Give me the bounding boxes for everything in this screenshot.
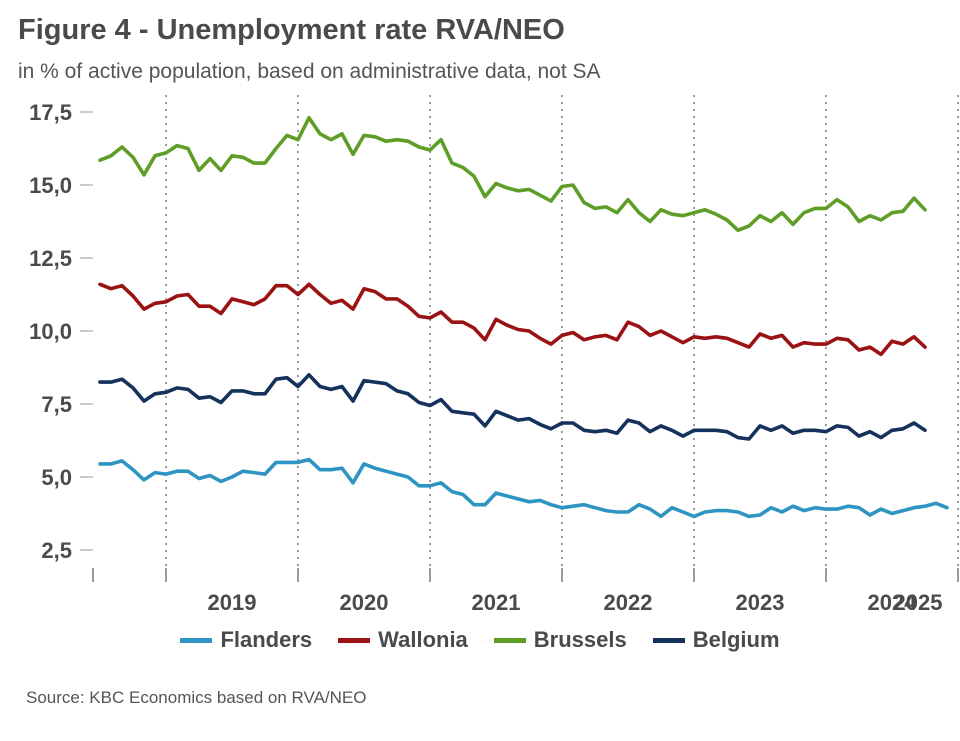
legend-item-wallonia: Wallonia <box>338 627 468 653</box>
legend-label-brussels: Brussels <box>533 627 627 652</box>
series-line-belgium <box>98 372 927 441</box>
legend: Flanders Wallonia Brussels Belgium <box>0 627 960 653</box>
legend-item-brussels: Brussels <box>493 627 627 653</box>
x-tick-label: 2020 <box>340 590 389 615</box>
y-tick-label: 2,5 <box>41 538 72 563</box>
legend-item-flanders: Flanders <box>180 627 312 653</box>
legend-label-belgium: Belgium <box>692 627 780 652</box>
y-tick-label: 5,0 <box>41 465 72 490</box>
vertical-gridlines <box>165 95 959 570</box>
legend-label-wallonia: Wallonia <box>378 627 468 652</box>
y-tick-label: 10,0 <box>29 319 72 344</box>
x-tick-label: 2021 <box>472 590 521 615</box>
series-line-wallonia <box>98 282 927 357</box>
legend-swatch-belgium <box>652 637 685 643</box>
x-tick-label: 2025 <box>894 590 943 615</box>
legend-label-flanders: Flanders <box>220 627 313 652</box>
x-tick-label: 2023 <box>736 590 785 615</box>
legend-swatch-flanders <box>180 637 213 643</box>
x-tick-label: 2024 <box>868 590 918 615</box>
chart-title: Figure 4 - Unemployment rate RVA/NEO <box>18 14 565 46</box>
x-tick-label: 2022 <box>604 590 653 615</box>
series-line-flanders <box>98 457 949 519</box>
series-line-brussels <box>98 116 927 233</box>
line-chart: 2,55,07,510,012,515,017,5 2019 2020 2021 20… <box>29 95 959 615</box>
chart-subtitle: in % of active population, based on admi… <box>18 60 601 83</box>
y-tick-label: 15,0 <box>29 173 72 198</box>
legend-swatch-brussels <box>493 637 526 643</box>
y-tick-label: 12,5 <box>29 246 72 271</box>
series-lines <box>98 116 949 519</box>
x-tick-label: 2019 <box>208 590 257 615</box>
y-tick-label: 7,5 <box>41 392 72 417</box>
legend-item-belgium: Belgium <box>652 627 780 653</box>
y-tick-label: 17,5 <box>29 100 72 125</box>
y-axis: 2,5 5,0 7,5 10,0 12,5 15,0 17,5 <box>29 100 93 563</box>
source-note: Source: KBC Economics based on RVA/NEO <box>26 688 367 707</box>
legend-swatch-wallonia <box>338 637 371 643</box>
